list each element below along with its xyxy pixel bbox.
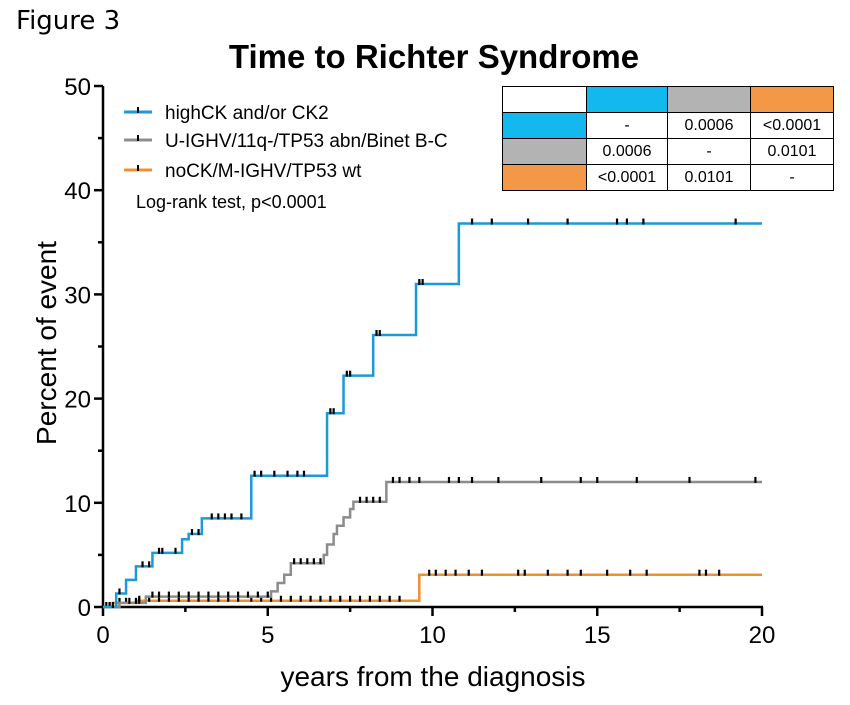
- pvalue-cell: 0.0101: [750, 138, 834, 165]
- legend-label: U-IGHV/11q-/TP53 abn/Binet B-C: [165, 131, 448, 152]
- y-axis-title: Percent of event: [31, 241, 62, 445]
- figure-label: Figure 3: [16, 6, 121, 36]
- pvalue-cell: <0.0001: [750, 112, 834, 139]
- series-1: [103, 476, 762, 609]
- pvalue-cell: <0.0001: [586, 164, 668, 191]
- pvalue-row: <0.0001 0.0101 -: [502, 164, 834, 191]
- pvalue-cell: 0.0006: [667, 112, 751, 139]
- legend: highCK and/or CK2 U-IGHV/11q-/TP53 abn/Bi…: [124, 103, 448, 182]
- pvalue-header-row: [502, 86, 834, 113]
- row-color-cell: [502, 138, 587, 165]
- y-tick-label: 40: [64, 178, 91, 205]
- row-color-cell: [502, 164, 587, 191]
- pvalue-row: - 0.0006 <0.0001: [502, 112, 834, 139]
- log-rank-annotation: Log-rank test, p<0.0001: [136, 192, 327, 212]
- header-color-cell: [586, 86, 668, 113]
- header-corner-cell: [502, 86, 587, 113]
- axes: 0 10 20 30 40 50 0 5 10 15 20: [64, 74, 775, 649]
- header-color-cell: [667, 86, 751, 113]
- pvalue-cell: -: [667, 138, 751, 165]
- series-2: [103, 569, 762, 609]
- pvalue-cell: -: [586, 112, 668, 139]
- pvalue-cell: 0.0006: [586, 138, 668, 165]
- legend-label: highCK and/or CK2: [165, 103, 329, 124]
- header-color-cell: [750, 86, 834, 113]
- y-tick-label: 0: [78, 595, 91, 622]
- x-tick-label: 0: [96, 622, 109, 649]
- survival-curve: [103, 222, 762, 609]
- y-tick-label: 10: [64, 491, 91, 518]
- survival-curve: [103, 573, 762, 609]
- y-tick-label: 30: [64, 282, 91, 309]
- x-tick-label: 5: [261, 622, 274, 649]
- x-tick-label: 15: [584, 622, 611, 649]
- pvalue-cell: 0.0101: [667, 164, 751, 191]
- pvalue-cell: -: [750, 164, 834, 191]
- y-tick-label: 50: [64, 74, 91, 101]
- y-tick-label: 20: [64, 387, 91, 414]
- series-layer: [103, 218, 762, 609]
- row-color-cell: [502, 112, 587, 139]
- series-0: [103, 218, 762, 609]
- legend-label: noCK/M-IGHV/TP53 wt: [165, 161, 362, 182]
- x-tick-label: 20: [749, 622, 776, 649]
- x-tick-label: 10: [419, 622, 446, 649]
- pvalue-row: 0.0006 - 0.0101: [502, 138, 834, 165]
- pvalue-table: - 0.0006 <0.0001 0.0006 - 0.0101 <0.0001…: [502, 86, 834, 191]
- survival-curve: [103, 480, 762, 609]
- chart-title: Time to Richter Syndrome: [228, 38, 640, 75]
- x-axis-title: years from the diagnosis: [280, 661, 585, 692]
